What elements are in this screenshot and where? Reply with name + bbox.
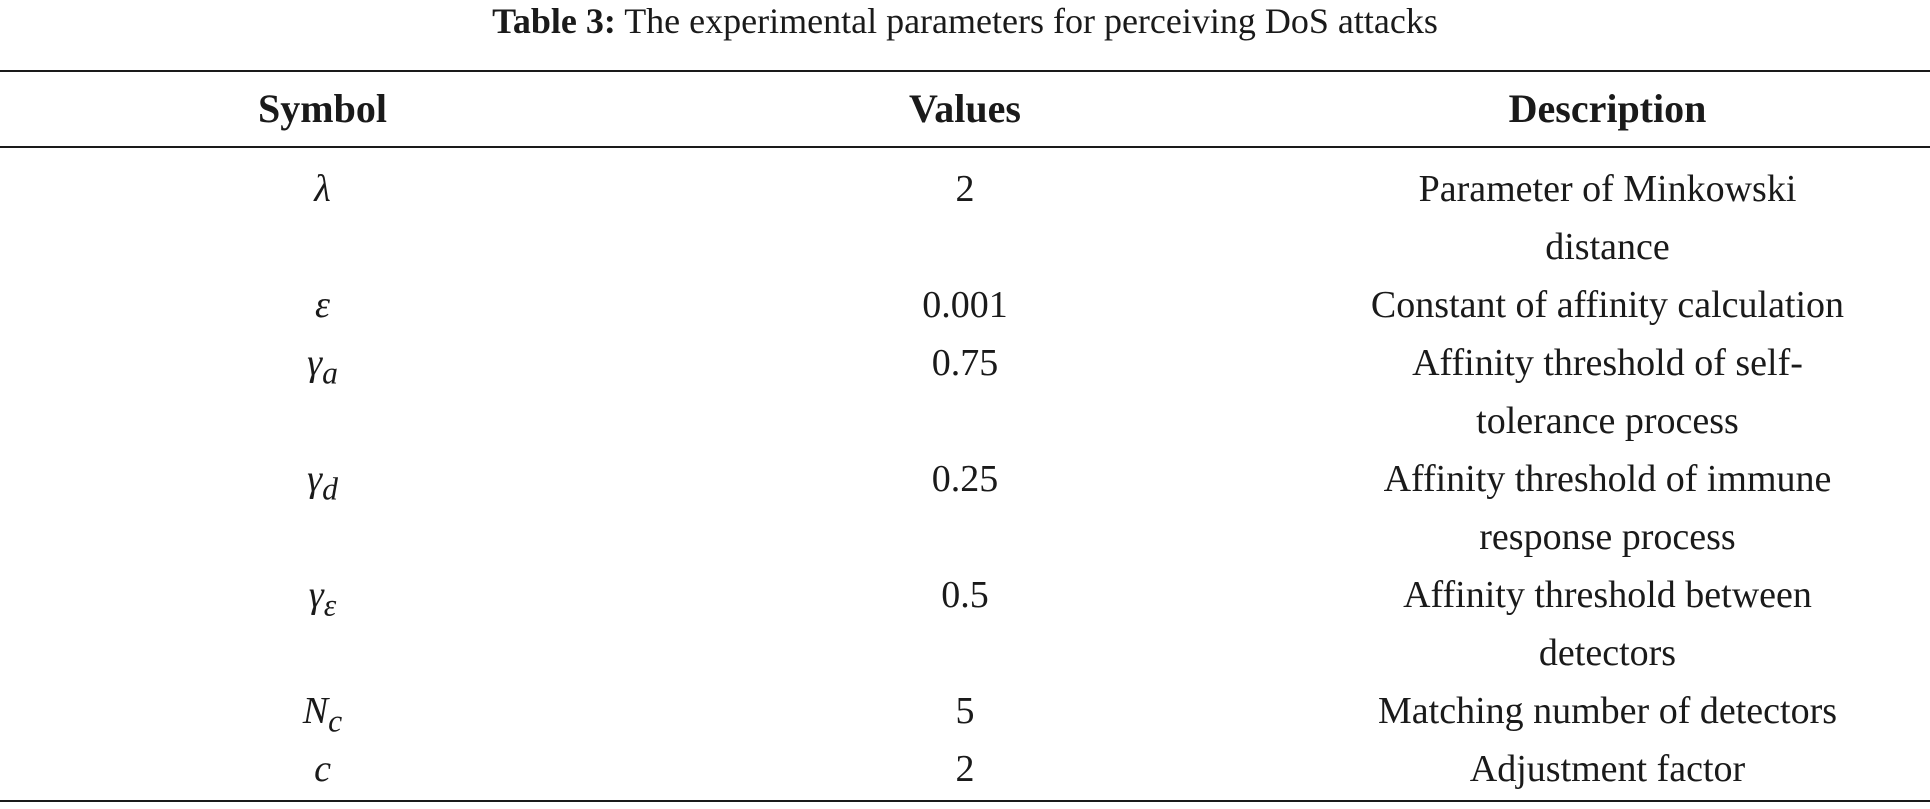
- symbol-text: γ: [307, 342, 323, 384]
- symbol-text: γ: [308, 574, 324, 616]
- value-cell: 2: [955, 168, 975, 210]
- symbol-subscript: a: [322, 355, 338, 391]
- table-top-rule: [0, 70, 1930, 72]
- table-caption: Table 3: The experimental parameters for…: [0, 0, 1930, 60]
- table-row: γd 0.25 Affinity threshold of immune res…: [0, 450, 1930, 566]
- table-body: λ 2 Parameter of Minkowski distance ε 0.…: [0, 160, 1930, 798]
- value-cell: 0.25: [931, 458, 999, 500]
- symbol-cell: c: [0, 740, 645, 809]
- symbol-subscript: d: [322, 471, 338, 507]
- symbol-text: λ: [314, 168, 331, 210]
- symbol-cell: λ: [0, 160, 645, 229]
- description-cell: Affinity threshold of immune response pr…: [1285, 450, 1930, 566]
- table-row: ε 0.001 Constant of affinity calculation: [0, 276, 1930, 334]
- description-text: Affinity threshold between detectors: [1403, 574, 1812, 674]
- table-header-row: Symbol Values Description: [0, 72, 1930, 146]
- value-cell: 0.001: [922, 284, 1008, 326]
- description-cell: Constant of affinity calculation: [1285, 276, 1930, 334]
- header-description: Description: [1508, 86, 1707, 131]
- description-cell: Adjustment factor: [1285, 740, 1930, 798]
- value-cell: 5: [955, 690, 975, 732]
- symbol-text: ε: [315, 284, 330, 326]
- value-cell: 2: [955, 748, 975, 790]
- symbol-subscript: c: [328, 703, 343, 739]
- table-row: γa 0.75 Affinity threshold of self-toler…: [0, 334, 1930, 450]
- description-text: Matching number of detectors: [1377, 690, 1838, 732]
- symbol-cell: γε: [0, 566, 645, 635]
- description-cell: Affinity threshold of self-tolerance pro…: [1285, 334, 1930, 450]
- header-values: Values: [909, 86, 1021, 131]
- symbol-subscript: ε: [323, 587, 337, 623]
- symbol-text: γ: [307, 458, 323, 500]
- description-cell: Parameter of Minkowski distance: [1285, 160, 1930, 276]
- table-caption-label: Table 3:: [492, 1, 616, 41]
- value-cell: 0.75: [931, 342, 999, 384]
- symbol-text: c: [314, 748, 331, 790]
- symbol-cell: γa: [0, 334, 645, 403]
- description-text: Constant of affinity calculation: [1370, 284, 1845, 326]
- description-text: Adjustment factor: [1469, 748, 1746, 790]
- table-header-rule: [0, 146, 1930, 148]
- table-row: c 2 Adjustment factor: [0, 740, 1930, 798]
- table-caption-text: The experimental parameters for perceivi…: [615, 1, 1438, 41]
- header-symbol: Symbol: [258, 86, 387, 131]
- description-text: Affinity threshold of self-tolerance pro…: [1412, 342, 1803, 442]
- description-cell: Affinity threshold between detectors: [1285, 566, 1930, 682]
- description-text: Parameter of Minkowski distance: [1418, 168, 1797, 268]
- table-row: γε 0.5 Affinity threshold between detect…: [0, 566, 1930, 682]
- description-text: Affinity threshold of immune response pr…: [1383, 458, 1832, 558]
- description-cell: Matching number of detectors: [1285, 682, 1930, 740]
- table-row: λ 2 Parameter of Minkowski distance: [0, 160, 1930, 276]
- table-row: Nc 5 Matching number of detectors: [0, 682, 1930, 740]
- symbol-text: N: [302, 690, 329, 732]
- symbol-cell: γd: [0, 450, 645, 519]
- value-cell: 0.5: [941, 574, 989, 616]
- symbol-cell: ε: [0, 276, 645, 345]
- table-bottom-rule: [0, 800, 1930, 802]
- symbol-cell: Nc: [0, 682, 645, 751]
